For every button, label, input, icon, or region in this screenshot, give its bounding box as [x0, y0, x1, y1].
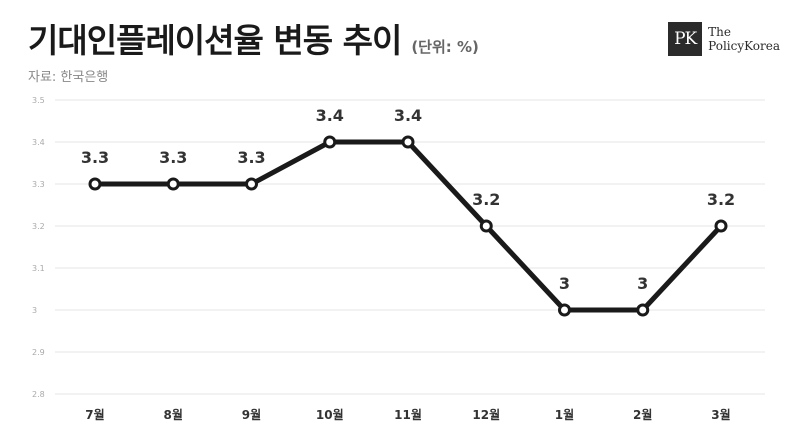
- y-tick-label: 3: [32, 306, 37, 315]
- logo-mark: PK: [668, 22, 703, 56]
- unit-label: (단위: %): [411, 38, 479, 56]
- data-label: 3.3: [81, 148, 109, 167]
- data-label: 3.3: [159, 148, 187, 167]
- x-tick-label: 9월: [242, 407, 261, 422]
- x-tick-label: 1월: [555, 407, 574, 422]
- y-tick-label: 3.4: [32, 138, 45, 147]
- data-point: [166, 177, 180, 191]
- data-label: 3: [637, 274, 648, 293]
- y-tick-label: 2.8: [32, 390, 45, 399]
- chart-title: 기대인플레이션율 변동 추이: [28, 21, 402, 60]
- x-tick-label: 3월: [711, 407, 730, 422]
- data-point: [401, 135, 415, 149]
- y-tick-label: 3.3: [32, 180, 45, 189]
- data-point: [714, 219, 728, 233]
- logo-line-2: PolicyKorea: [708, 39, 780, 53]
- data-point: [245, 177, 258, 191]
- y-tick-label: 3.2: [32, 222, 45, 231]
- x-tick-label: 7월: [85, 407, 104, 422]
- data-point: [479, 219, 493, 233]
- data-point: [558, 303, 571, 317]
- x-tick-label: 10월: [316, 407, 344, 422]
- x-tick-label: 12월: [472, 407, 500, 422]
- data-point: [636, 303, 650, 317]
- x-tick-label: 11월: [394, 407, 422, 422]
- data-point: [323, 135, 337, 149]
- y-tick-label: 3.1: [32, 264, 45, 273]
- title-group: 기대인플레이션율 변동 추이 (단위: %): [28, 14, 479, 62]
- data-label: 3: [559, 274, 570, 293]
- data-label: 3.3: [237, 148, 265, 167]
- logo-text: The PolicyKorea: [708, 25, 780, 53]
- data-point: [88, 177, 102, 191]
- data-label: 3.2: [707, 190, 735, 209]
- x-tick-label: 8월: [164, 407, 183, 422]
- x-tick-label: 2월: [633, 407, 652, 422]
- brand-logo: PK The PolicyKorea: [668, 22, 780, 56]
- data-label: 3.2: [472, 190, 500, 209]
- y-tick-label: 3.5: [32, 96, 45, 105]
- data-label: 3.4: [394, 106, 422, 125]
- logo-line-1: The: [708, 25, 731, 39]
- y-tick-label: 2.9: [32, 348, 45, 357]
- source-label: 자료: 한국은행: [28, 70, 109, 85]
- data-label: 3.4: [316, 106, 344, 125]
